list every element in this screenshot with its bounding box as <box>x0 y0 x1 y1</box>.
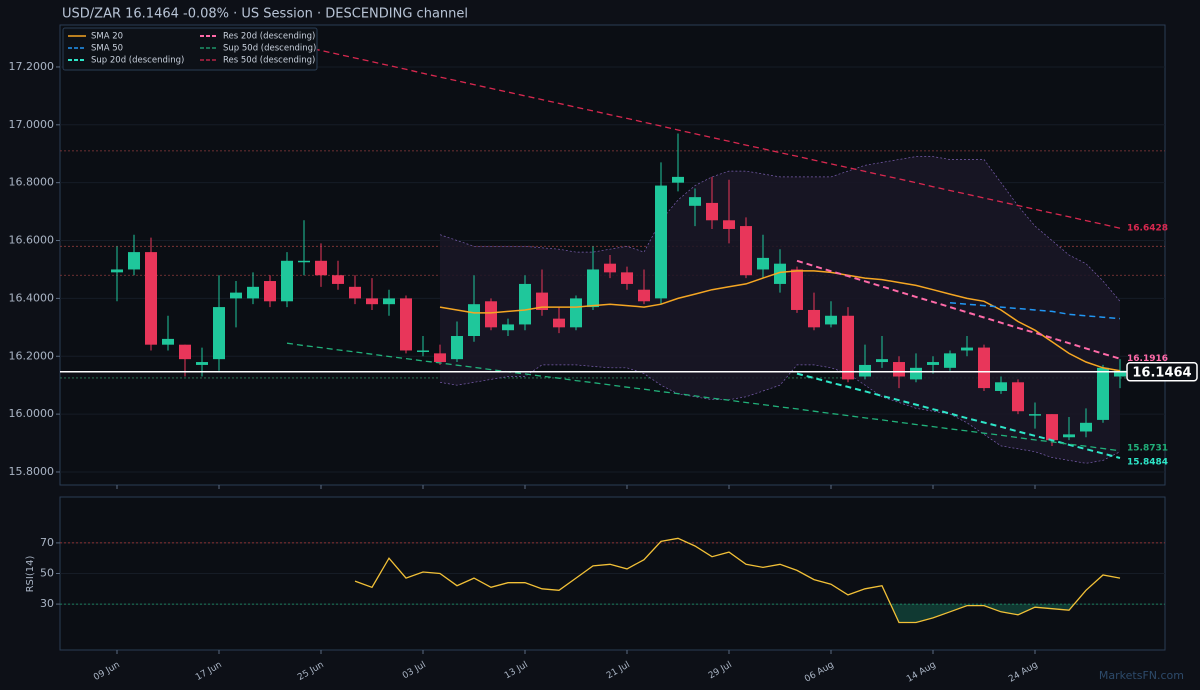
candle-body <box>859 364 871 377</box>
y-tick-label: 15.8000 <box>9 465 55 478</box>
band-fill <box>440 156 1120 464</box>
candle-body <box>587 269 599 308</box>
y-tick-label: 16.2000 <box>9 349 55 362</box>
candle-body <box>893 362 905 377</box>
candle-body <box>672 176 684 183</box>
candle-body <box>876 359 888 363</box>
candle-body <box>179 344 191 360</box>
y-tick-label: 70 <box>40 536 54 549</box>
candle-body <box>842 315 854 380</box>
candle-body <box>383 298 395 305</box>
candle-body <box>519 283 531 325</box>
candle-body <box>621 272 633 284</box>
candle-body <box>162 338 174 345</box>
y-tick-label: 16.4000 <box>9 291 55 304</box>
legend-label: Sup 50d (descending) <box>223 44 316 54</box>
candle-body <box>774 263 786 284</box>
candle-body <box>315 260 327 276</box>
candle-body <box>910 367 922 380</box>
candle-body <box>1080 422 1092 432</box>
candle-body <box>825 315 837 325</box>
candle-body <box>757 257 769 270</box>
y-tick-label: 30 <box>40 597 54 610</box>
indicator-line <box>286 342 1121 452</box>
legend-box <box>62 27 318 71</box>
candle-body <box>791 269 803 310</box>
line-end-label: 15.8731 <box>1127 443 1168 453</box>
candle-body <box>281 260 293 302</box>
candle-body <box>145 252 157 345</box>
candle-body <box>689 197 701 206</box>
y-tick-label: 16.6000 <box>9 234 55 247</box>
line-end-label: 16.6428 <box>1127 224 1168 234</box>
chart-title: USD/ZAR 16.1464 -0.08% · US Session · DE… <box>62 7 468 22</box>
candle-body <box>1029 414 1041 416</box>
indicator-line <box>439 270 1121 372</box>
watermark: MarketsFN.com <box>1099 669 1184 682</box>
candle-body <box>927 362 939 365</box>
candle-body <box>1012 382 1024 412</box>
candle-body <box>128 252 140 270</box>
indicator-line <box>796 372 1121 459</box>
candle-body <box>723 220 735 229</box>
candle-body <box>196 362 208 365</box>
candle-body <box>349 286 361 299</box>
candle-body <box>995 382 1007 391</box>
candle-body <box>655 185 667 299</box>
candle-body <box>264 281 276 302</box>
candle-body <box>961 347 973 351</box>
candle-body <box>468 304 480 337</box>
price-box <box>1126 362 1198 382</box>
candle-body <box>604 263 616 273</box>
candle-body <box>451 336 463 360</box>
legend-label: Sup 20d (descending) <box>91 56 184 66</box>
rsi-axis-label: RSI(14) <box>25 556 36 593</box>
oversold-fill <box>355 604 1120 623</box>
candle-body <box>638 289 650 302</box>
candle-body <box>111 269 123 273</box>
candle-body <box>298 260 310 263</box>
candle-body <box>1046 414 1058 441</box>
legend-label: Res 20d (descending) <box>223 32 315 42</box>
band-lower <box>439 364 1121 464</box>
y-tick-label: 16.8000 <box>9 176 55 189</box>
candle-body <box>213 307 225 360</box>
y-tick-label: 17.2000 <box>9 60 55 73</box>
candle-body <box>978 347 990 389</box>
y-tick-label: 16.0000 <box>9 407 55 420</box>
candle-body <box>502 324 514 331</box>
candle-body <box>247 286 259 299</box>
candle-body <box>485 301 497 328</box>
line-end-label: 15.8484 <box>1127 457 1168 467</box>
candle-body <box>1114 370 1126 377</box>
rsi-line <box>354 537 1121 624</box>
legend-label: Res 50d (descending) <box>223 56 315 66</box>
candle-body <box>400 298 412 351</box>
candle-body <box>740 226 752 276</box>
candle-body <box>553 318 565 328</box>
candle-body <box>706 202 718 221</box>
legend-label: SMA 20 <box>91 32 123 42</box>
line-end-label: 16.1916 <box>1127 354 1168 364</box>
candle-body <box>536 292 548 310</box>
band-upper <box>439 156 1121 302</box>
legend-label: SMA 50 <box>91 44 123 54</box>
indicator-line <box>949 301 1121 320</box>
candle-body <box>417 350 429 352</box>
indicator-line <box>796 259 1121 360</box>
price-label: 16.1464 <box>1132 365 1191 380</box>
candle-body <box>332 275 344 284</box>
candle-body <box>944 353 956 368</box>
y-tick-label: 17.0000 <box>9 118 55 131</box>
candle-body <box>230 292 242 299</box>
candle-body <box>570 298 582 328</box>
candle-body <box>1097 367 1109 420</box>
candle-body <box>808 309 820 328</box>
y-tick-label: 50 <box>40 567 54 580</box>
candle-body <box>1063 434 1075 438</box>
candle-body <box>434 353 446 363</box>
candle-body <box>366 298 378 305</box>
